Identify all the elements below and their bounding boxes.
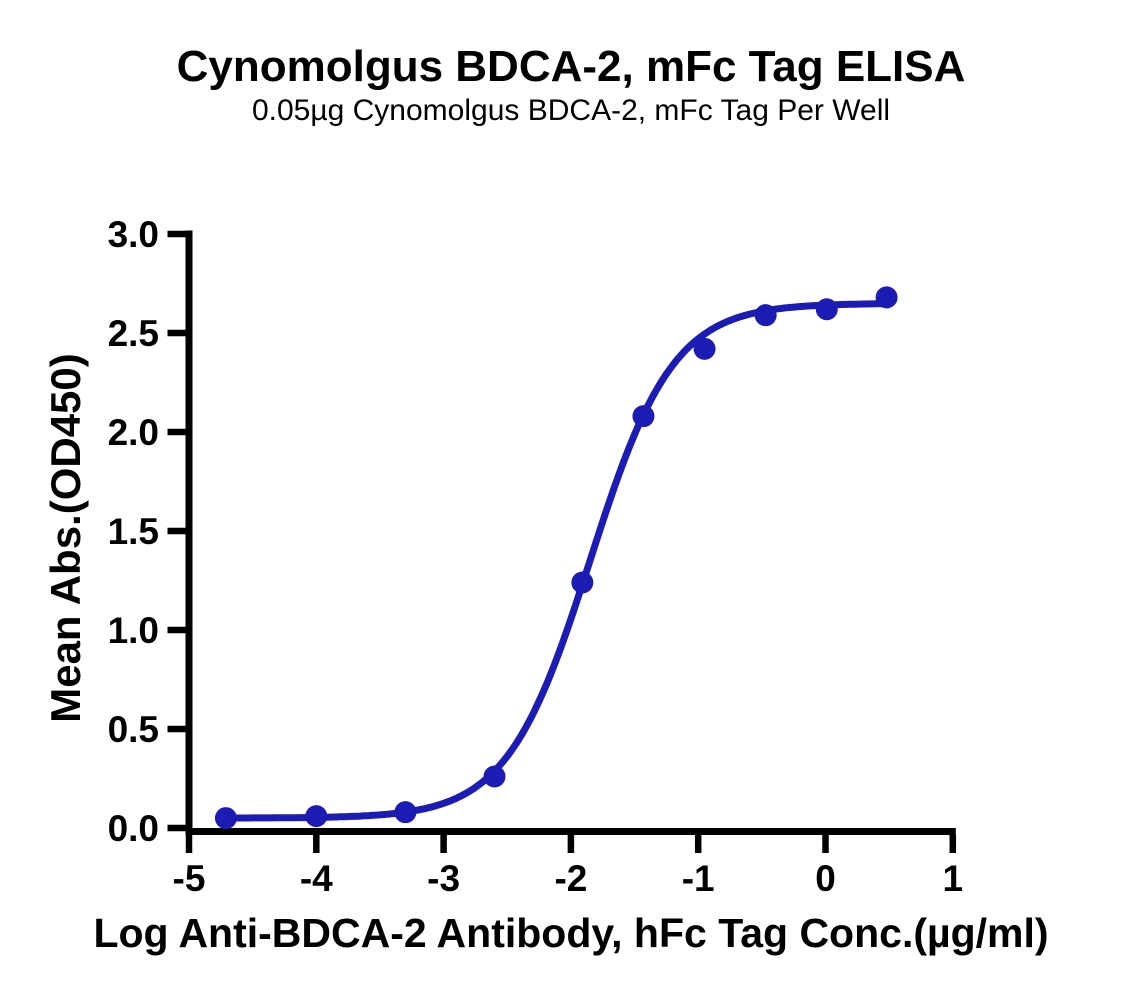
x-tick-label: -1 [682, 858, 715, 899]
data-point [394, 801, 417, 824]
x-tick-label: -2 [554, 858, 587, 899]
y-tick-label: 3.0 [108, 214, 159, 255]
x-tick-label: -3 [427, 858, 460, 899]
data-point [815, 298, 838, 321]
y-tick-label: 0.5 [108, 709, 159, 750]
x-axis-label: Log Anti-BDCA-2 Antibody, hFc Tag Conc.(… [93, 910, 1049, 956]
y-tick-label: 2.0 [108, 412, 159, 453]
chart-subtitle: 0.05µg Cynomolgus BDCA-2, mFc Tag Per We… [251, 94, 891, 127]
chart-title: Cynomolgus BDCA-2, mFc Tag ELISA [176, 42, 966, 91]
y-tick-label: 0.0 [108, 808, 159, 849]
data-point [693, 337, 716, 360]
data-point [214, 807, 237, 830]
x-tick-label: -4 [300, 858, 333, 899]
x-tick-label: 0 [815, 858, 836, 899]
data-point [754, 304, 777, 327]
x-tick-label: 1 [943, 858, 964, 899]
y-tick-label: 2.5 [108, 313, 159, 354]
fit-curve [222, 300, 891, 822]
x-tick-label: -5 [173, 858, 206, 899]
data-point [875, 286, 898, 309]
data-point [483, 765, 506, 788]
y-tick-label: 1.0 [108, 610, 159, 651]
data-point [305, 805, 328, 828]
data-point [571, 571, 594, 594]
y-tick-label: 1.5 [108, 511, 159, 552]
data-point [632, 405, 655, 428]
